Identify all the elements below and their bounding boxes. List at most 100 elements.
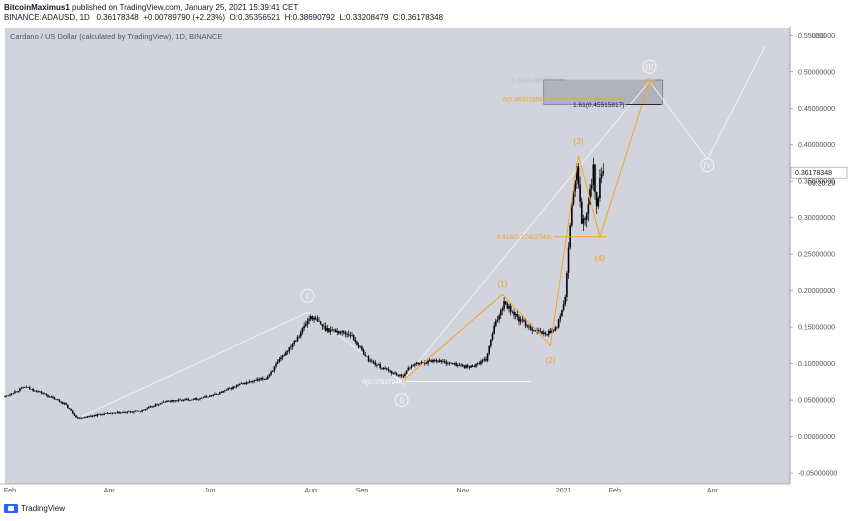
wave-label-circle xyxy=(700,158,715,173)
wave-label: III xyxy=(646,63,654,72)
candle-body xyxy=(141,409,143,412)
candle-body xyxy=(235,385,238,387)
candle-body xyxy=(304,324,307,326)
candle-body xyxy=(409,367,411,369)
open-label: O: xyxy=(229,13,238,22)
candle-body xyxy=(232,386,234,390)
candle-body xyxy=(43,393,46,395)
candle-body xyxy=(326,328,329,331)
candle-body xyxy=(263,378,266,380)
candle-body xyxy=(526,325,529,327)
candle-body xyxy=(490,339,492,346)
candle-body xyxy=(384,368,386,370)
candle-body xyxy=(562,304,565,310)
candle-body xyxy=(52,396,54,398)
candle-body xyxy=(90,415,92,417)
candle-body xyxy=(222,391,224,393)
candle-body xyxy=(574,180,576,192)
candle-body xyxy=(131,411,134,413)
author-name[interactable]: BitcoinMaximus1 xyxy=(4,3,70,12)
candle-body xyxy=(182,399,185,401)
candle-body xyxy=(291,344,294,347)
x-tick-label: 2021 xyxy=(556,488,572,492)
candle-body xyxy=(364,354,367,357)
candle-body xyxy=(71,410,74,414)
candle-body xyxy=(157,404,160,406)
candle-body xyxy=(144,409,147,410)
candle-body xyxy=(298,336,300,338)
candle-body xyxy=(455,362,457,366)
fib-level-label: 0(0.46301398) xyxy=(503,96,545,103)
candle-body xyxy=(242,383,244,384)
fib-level-label: 0(0.07537948) xyxy=(362,379,404,386)
candle-body xyxy=(192,399,195,401)
x-tick-label: Nov xyxy=(457,488,470,492)
candle-body xyxy=(389,370,391,372)
candle-body xyxy=(571,204,573,226)
candle-body xyxy=(415,362,418,364)
wave-label-circle xyxy=(300,288,315,303)
candle-body xyxy=(220,392,223,393)
candle-body xyxy=(91,416,94,417)
candle-body xyxy=(534,330,537,332)
candle-body xyxy=(81,417,84,419)
candle-body xyxy=(453,362,456,364)
candle-body xyxy=(224,390,226,392)
candle-body xyxy=(491,333,494,340)
candle-body xyxy=(351,335,353,337)
candle-body xyxy=(204,396,206,398)
candle-body xyxy=(195,398,198,400)
candle-body xyxy=(167,400,170,402)
candle-body xyxy=(590,184,593,189)
candle-body xyxy=(146,408,148,410)
low-label: L: xyxy=(339,13,347,22)
candle-body xyxy=(199,398,201,400)
candle-body xyxy=(295,340,297,342)
candle-body xyxy=(316,318,319,321)
candle-body xyxy=(227,388,229,390)
tradingview-footer: TradingView xyxy=(4,504,65,513)
tradingview-brand[interactable]: TradingView xyxy=(21,504,66,513)
candle-body xyxy=(53,397,56,400)
candle-body xyxy=(511,311,514,313)
candle-body xyxy=(528,326,530,328)
candle-body xyxy=(14,391,16,394)
candle-body xyxy=(561,309,563,316)
candle-body xyxy=(123,412,125,413)
candle-body xyxy=(171,400,173,402)
candle-body xyxy=(116,412,119,413)
candle-body xyxy=(427,360,429,364)
candle-body xyxy=(24,387,26,388)
candle-body xyxy=(566,272,568,297)
candle-body xyxy=(134,410,137,412)
candle-body xyxy=(262,378,264,380)
wave-label: II xyxy=(399,396,405,405)
candle-body xyxy=(442,361,444,363)
candle-body xyxy=(169,400,172,402)
price-change: +0.00789790 (+2.23%) xyxy=(143,13,226,22)
price-chart[interactable]: Cardano / US Dollar (calculated by Tradi… xyxy=(0,26,850,492)
candle-body xyxy=(119,412,122,414)
candle-body xyxy=(597,198,600,207)
candle-body xyxy=(594,164,596,193)
candle-body xyxy=(151,406,153,408)
x-tick-label: Jun xyxy=(204,488,215,492)
candle-body xyxy=(371,360,373,362)
candle-body xyxy=(225,389,228,391)
x-tick-label: Feb xyxy=(609,488,621,492)
candle-body xyxy=(22,387,24,389)
candle-body xyxy=(443,361,446,363)
candle-body xyxy=(65,403,67,405)
candle-body xyxy=(379,364,381,368)
candle-body xyxy=(460,364,462,366)
candle-body xyxy=(395,373,398,376)
candle-body xyxy=(194,398,196,400)
candle-body xyxy=(230,387,233,390)
candle-body xyxy=(300,332,302,337)
candle-body xyxy=(45,393,48,396)
candle-body xyxy=(159,403,162,405)
candle-body xyxy=(265,378,267,380)
candle-body xyxy=(385,368,388,369)
candle-body xyxy=(452,363,454,364)
candle-body xyxy=(184,399,186,400)
